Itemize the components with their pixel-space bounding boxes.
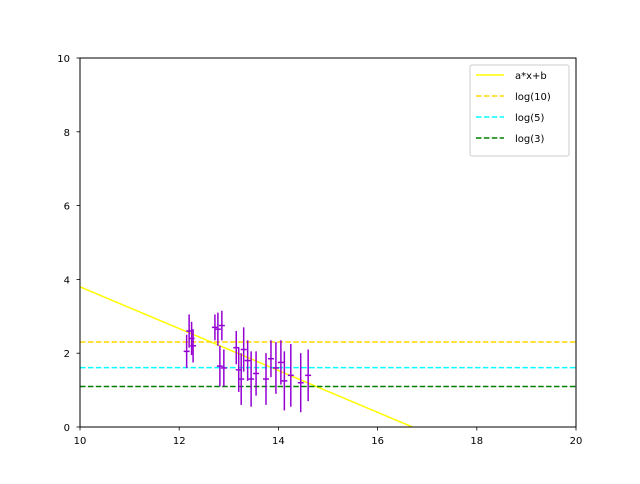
errorbar-point-20 [277,340,284,385]
y-tick-label: 8 [64,128,70,139]
errorbar-point-7 [216,345,223,387]
errorbar-point-19 [272,342,279,394]
errorbar-point-18 [267,340,274,378]
plot-area [80,286,576,427]
legend: a*x+b log(10) log(5) log(3) [469,64,570,157]
y-tick-label: 6 [64,202,70,213]
axes-frame [79,57,577,428]
errorbar-point-17 [263,353,269,405]
errorbar-point-4 [190,329,197,363]
x-tick-label: 14 [272,436,285,447]
errorbar-point-24 [305,349,312,402]
errorbar-point-22 [287,343,294,407]
errorbar-point-15 [248,351,255,407]
legend-box [469,64,570,157]
x-axis: 10 12 14 16 18 20 [74,427,583,447]
errorbar-point-5 [211,314,218,341]
errorbar-point-8 [218,310,225,341]
y-tick-label: 2 [64,349,70,360]
legend-label: log(5) [515,113,545,124]
errorbar-point-1 [183,334,190,368]
legend-label: a*x+b [515,71,547,82]
errorbar-point-14 [244,340,251,381]
errorbar-point-12 [238,353,245,405]
legend-label: log(3) [515,134,545,145]
y-tick-label: 0 [64,423,70,434]
errorbar-point-23 [297,353,304,413]
errorbar-point-21 [281,351,288,411]
legend-label: log(10) [515,92,551,103]
plot-layer [80,286,576,427]
x-tick-label: 16 [371,436,384,447]
errorbar-point-9 [220,349,227,387]
x-tick-label: 10 [74,436,87,447]
y-tick-label: 4 [64,275,70,286]
x-tick-label: 20 [570,436,583,447]
errorbar-point-13 [240,327,247,372]
y-tick-label: 10 [57,54,70,65]
y-axis: 0 2 4 6 8 10 [57,54,80,434]
x-tick-label: 18 [470,436,483,447]
x-tick-label: 12 [173,436,186,447]
errorbar-point-16 [253,351,260,396]
series-line-a-x-b [80,286,413,427]
errorbar-point-6 [214,312,221,346]
